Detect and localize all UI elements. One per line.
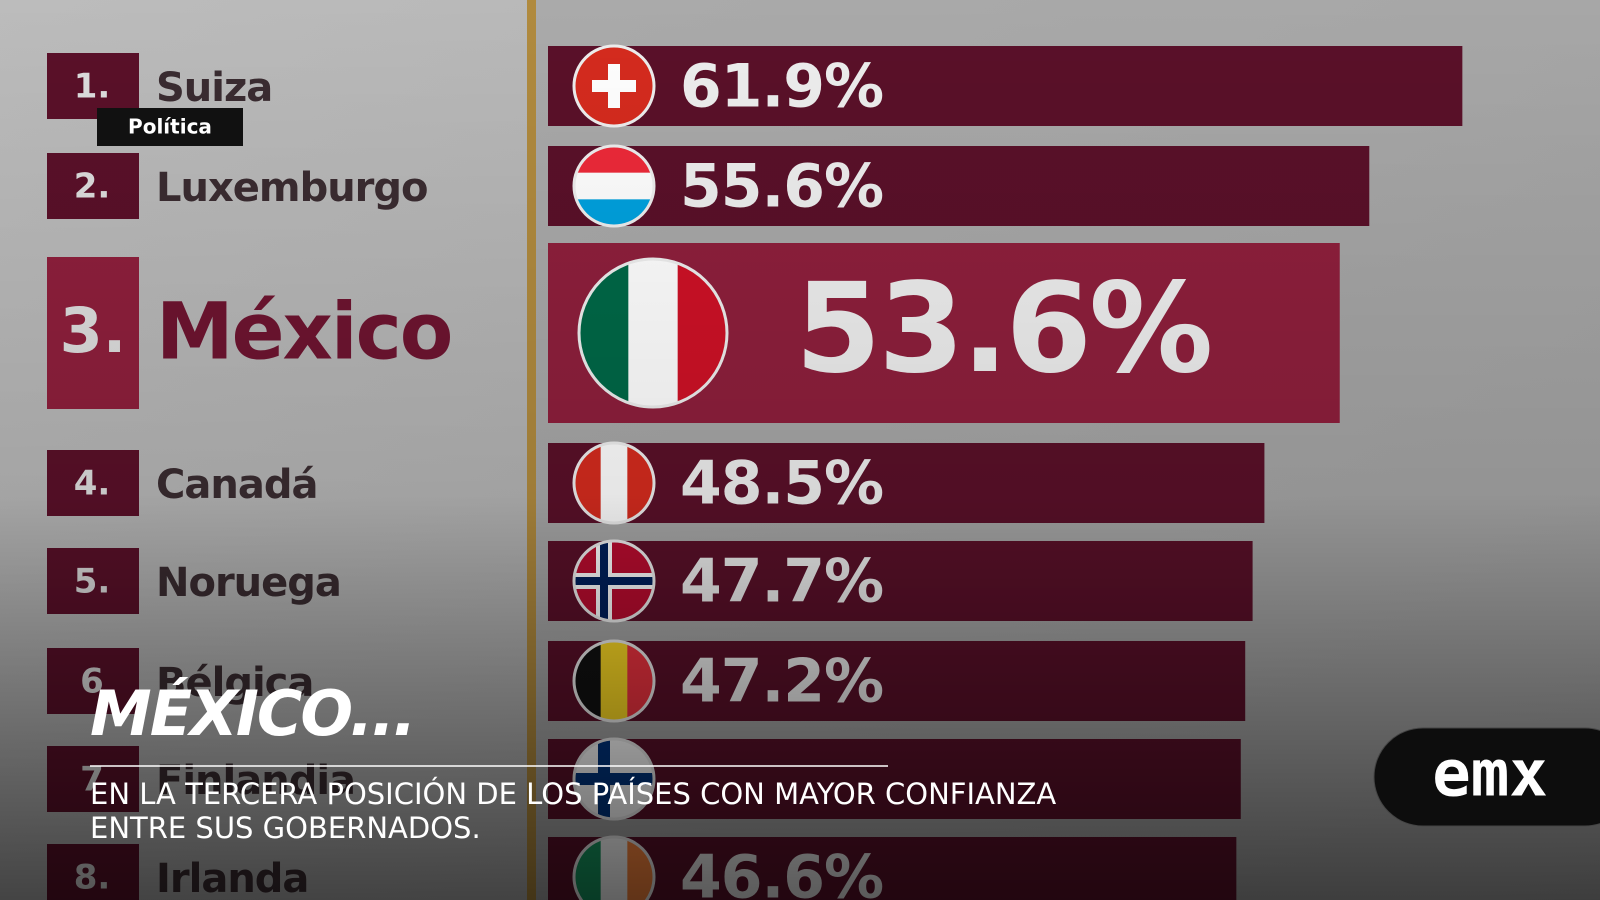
logo-box bbox=[1373, 727, 1600, 827]
subtitle-line: ENTRE SUS GOBERNADOS. bbox=[90, 811, 481, 845]
badge: Política bbox=[128, 115, 212, 139]
logo: emx bbox=[1432, 738, 1548, 812]
badge-box bbox=[97, 108, 243, 146]
subtitle-line: EN LA TERCERA POSICIÓN DE LOS PAÍSES CON… bbox=[90, 777, 1056, 811]
headline: MÉXICO... bbox=[90, 677, 414, 750]
